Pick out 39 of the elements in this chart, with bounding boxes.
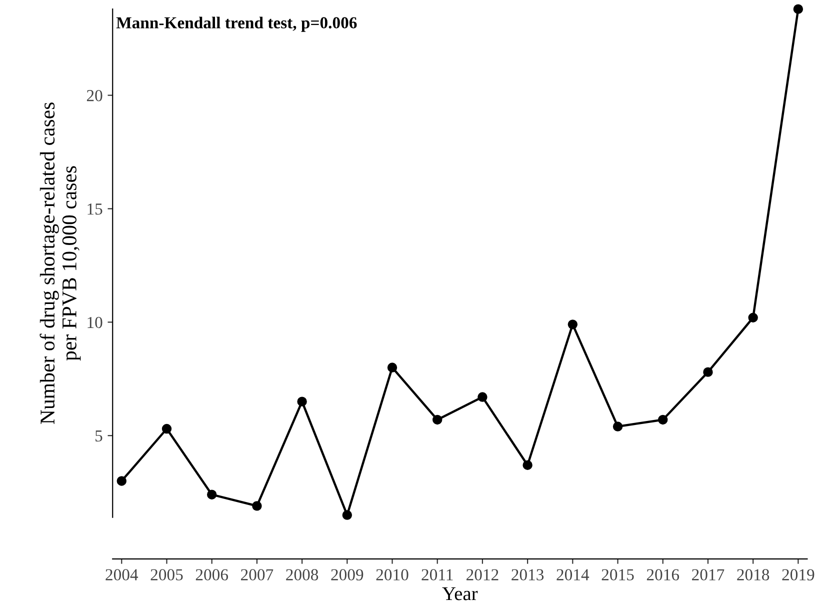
y-tick-label: 15	[88, 204, 102, 215]
point	[748, 312, 758, 322]
point	[116, 476, 126, 486]
x-axis-title: Year	[442, 587, 478, 600]
point	[568, 320, 578, 330]
point	[387, 362, 398, 372]
point	[658, 414, 668, 425]
x-tick-label: 2016	[646, 569, 680, 580]
point	[206, 490, 217, 500]
point	[342, 510, 352, 520]
x-tick-label: 2012	[466, 569, 498, 580]
x-tick-label: 2015	[602, 569, 634, 580]
point	[162, 424, 172, 434]
x-tick-label: 2018	[737, 569, 770, 580]
y-axis-title: Number of drug shortage-related cases per FPVB 10,000 cases	[40, 102, 81, 424]
x-tick-label: 2013	[512, 569, 544, 580]
x-tick-label: 2014	[556, 569, 590, 580]
x-tick-label: 2008	[286, 569, 318, 580]
point	[478, 392, 488, 402]
y-tick-label: 5	[96, 430, 102, 442]
annotation: Mann-Kendall trend test, p=0.006	[116, 16, 357, 32]
x-tick-label: 2007	[241, 569, 274, 580]
x-tick-label: 2019	[782, 569, 814, 580]
x-tick-label: 2004	[106, 569, 138, 580]
x-tick-label: 2005	[150, 569, 183, 580]
point	[612, 422, 623, 432]
x-tick-label: 2010	[376, 569, 408, 580]
point	[252, 501, 262, 511]
point	[703, 367, 713, 377]
point	[432, 414, 442, 425]
point	[793, 4, 804, 14]
y-tick-label: 20	[86, 90, 102, 102]
x-tick-label: 2017	[692, 569, 724, 580]
x-tick-label: 2006	[196, 569, 228, 580]
point	[522, 460, 532, 470]
point	[297, 396, 307, 406]
x-tick-label: 2009	[331, 569, 364, 580]
y-tick-label: 10	[88, 316, 102, 328]
x-tick-label: 2011	[422, 569, 453, 580]
